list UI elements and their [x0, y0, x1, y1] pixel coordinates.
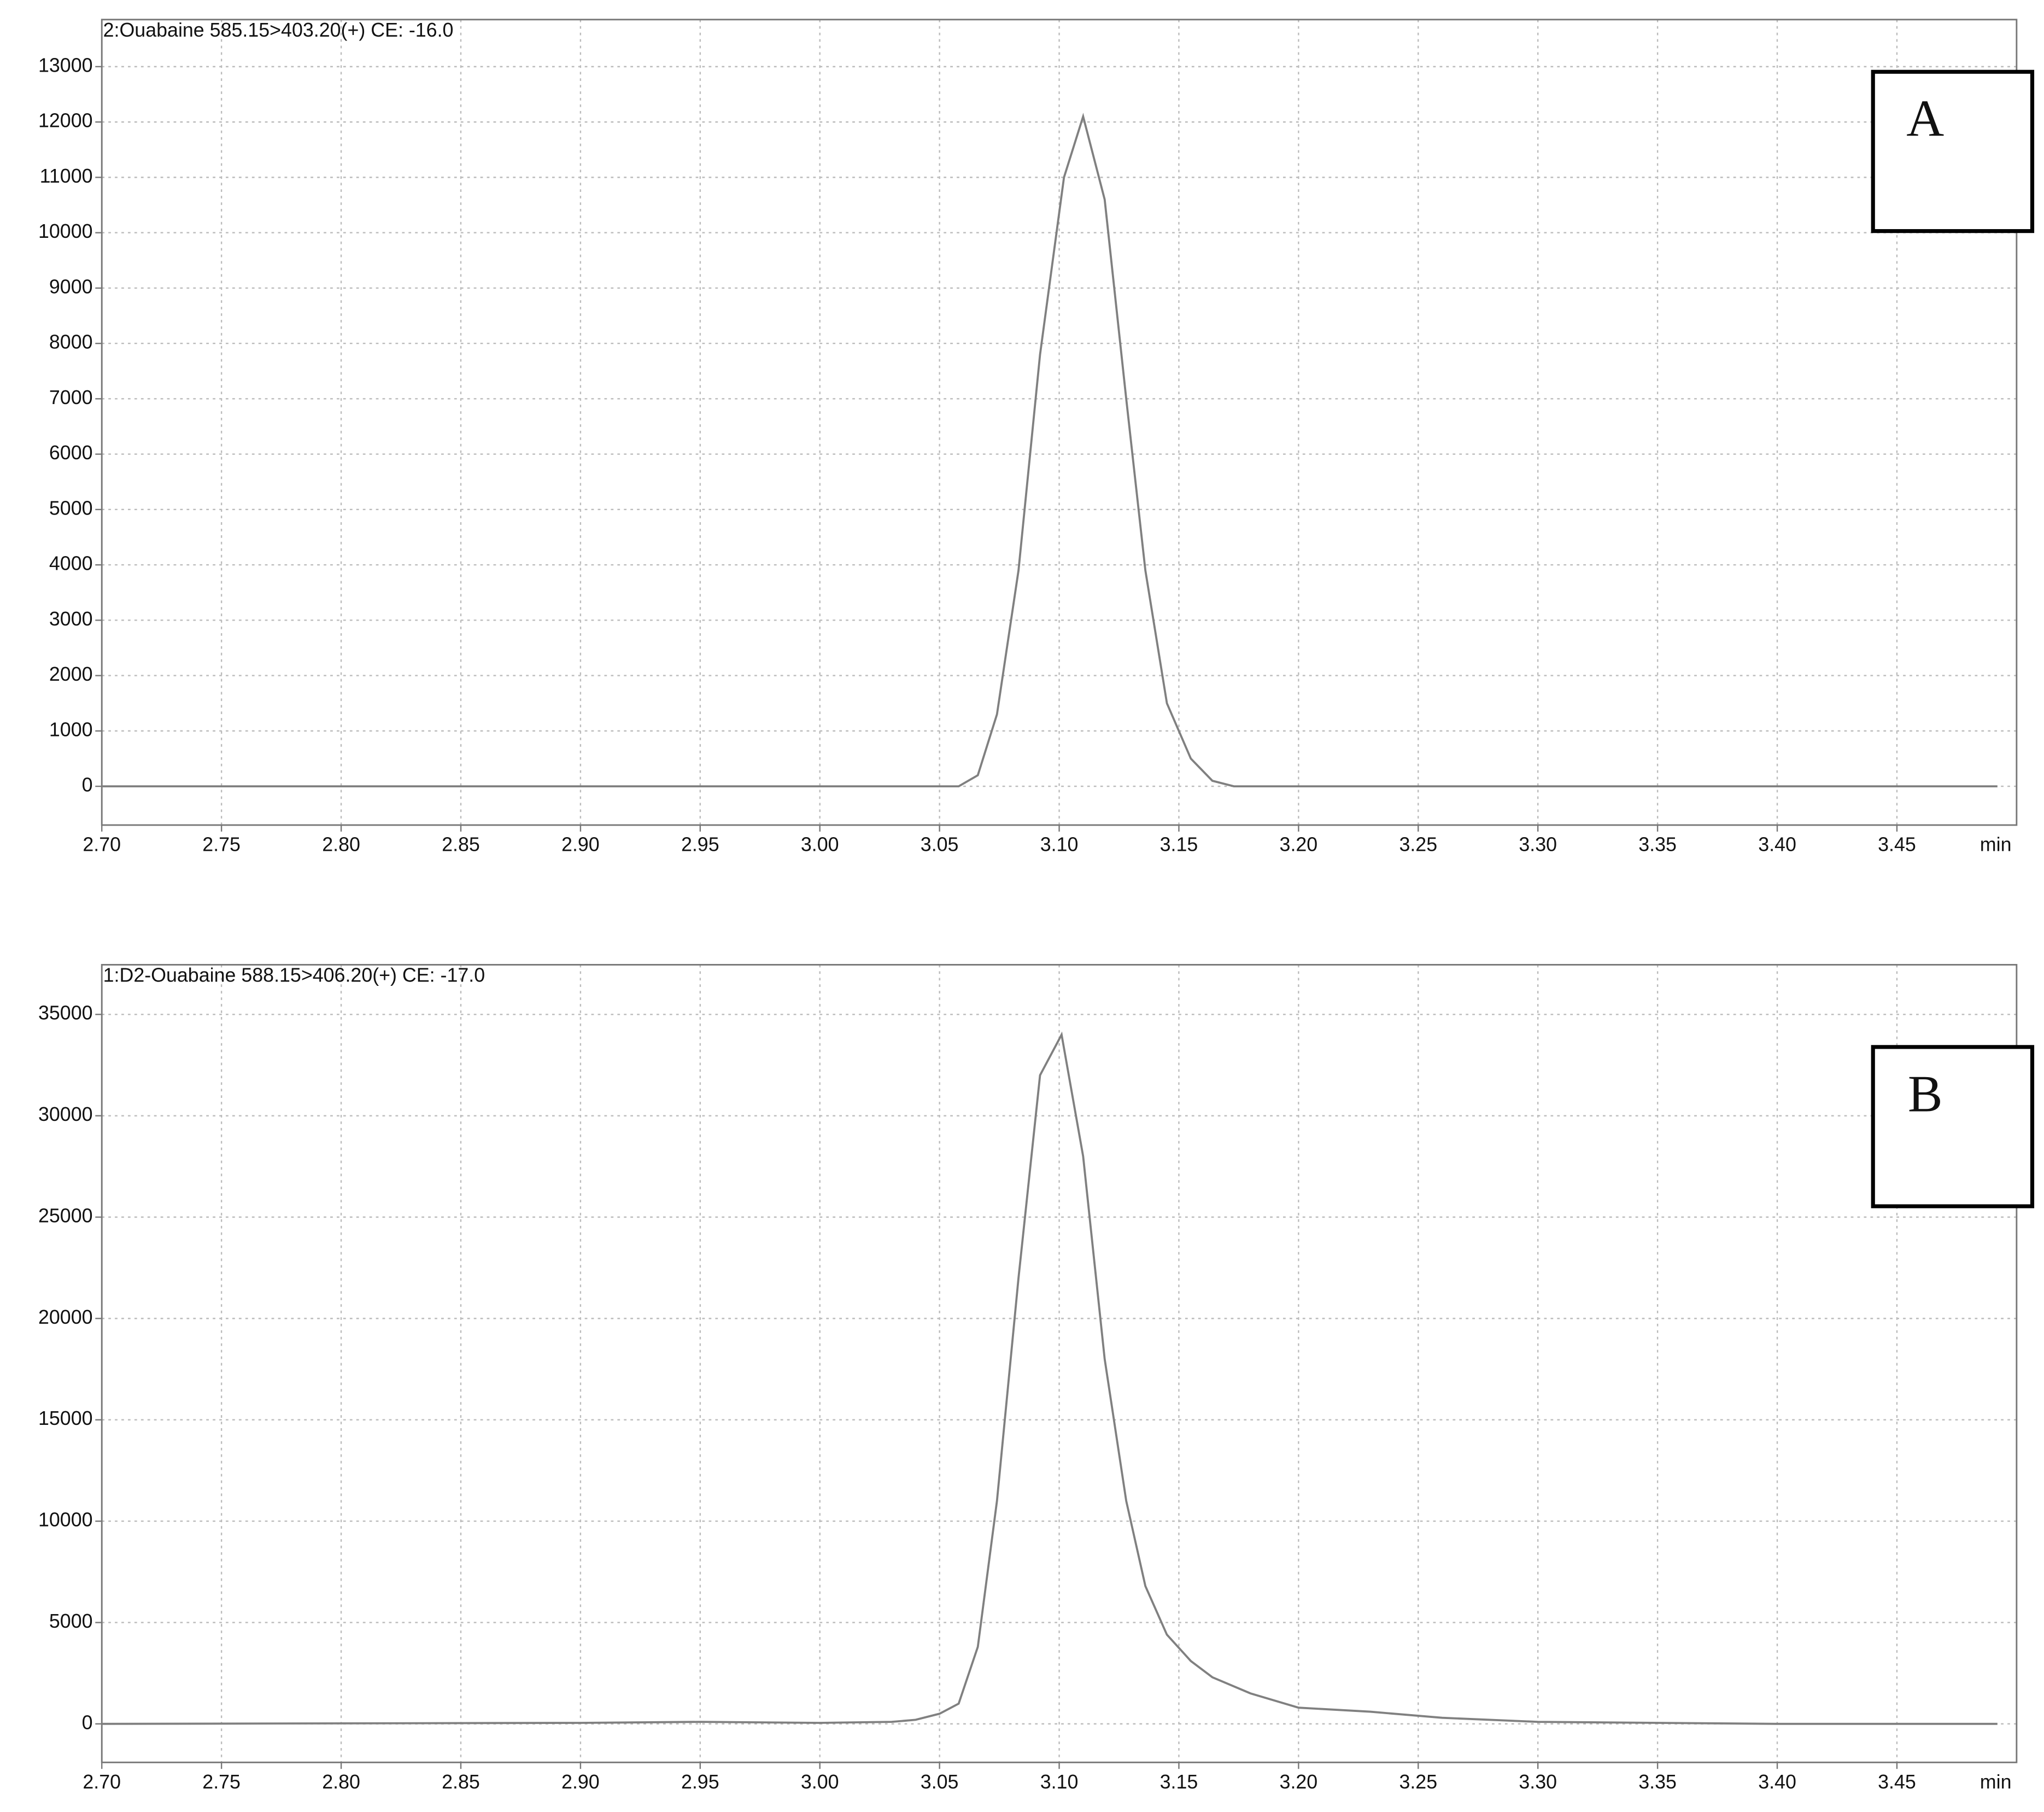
x-axis-label: min [1980, 1771, 2012, 1793]
y-tick-label: 15000 [38, 1407, 93, 1429]
x-tick-label: 2.70 [83, 834, 121, 856]
x-tick-label: 2.90 [561, 1771, 600, 1793]
x-tick-label: 3.25 [1399, 834, 1437, 856]
x-tick-label: 3.05 [921, 834, 959, 856]
chart-title: 1:D2-Ouabaine 588.15>406.20(+) CE: -17.0 [103, 964, 485, 986]
annotation-label: A [1906, 90, 1944, 148]
x-tick-label: 3.00 [801, 834, 839, 856]
plot-frame [101, 964, 2018, 1763]
x-axis-label: min [1980, 834, 2012, 856]
y-tick-label: 0 [82, 1711, 93, 1733]
y-tick-label: 0 [82, 774, 93, 796]
y-tick-label: 6000 [49, 442, 93, 464]
x-tick-label: 2.85 [442, 834, 480, 856]
x-tick-label: 3.20 [1280, 834, 1318, 856]
data-line [102, 113, 1998, 788]
y-tick-label: 25000 [38, 1205, 93, 1226]
x-tick-label: 3.20 [1280, 1771, 1318, 1793]
y-tick-label: 13000 [38, 54, 93, 76]
x-tick-label: 3.45 [1878, 834, 1916, 856]
plot-frame [101, 19, 2018, 826]
y-tick-label: 7000 [49, 387, 93, 408]
y-tick-label: 10000 [38, 220, 93, 242]
x-tick-label: 3.05 [921, 1771, 959, 1793]
x-tick-label: 3.35 [1638, 834, 1677, 856]
x-tick-label: 3.30 [1519, 1771, 1557, 1793]
x-tick-label: 3.40 [1758, 1771, 1796, 1793]
x-tick-label: 2.80 [322, 834, 360, 856]
y-tick-label: 9000 [49, 276, 93, 297]
x-tick-label: 2.90 [561, 834, 600, 856]
x-tick-label: 2.75 [202, 834, 241, 856]
x-tick-label: 2.85 [442, 1771, 480, 1793]
x-tick-label: 3.45 [1878, 1771, 1916, 1793]
annotation-box [1871, 69, 2035, 233]
x-tick-label: 3.00 [801, 1771, 839, 1793]
y-tick-label: 3000 [49, 608, 93, 630]
y-tick-label: 35000 [38, 1002, 93, 1024]
y-tick-label: 20000 [38, 1306, 93, 1328]
x-tick-label: 2.95 [681, 1771, 719, 1793]
x-tick-label: 3.30 [1519, 834, 1557, 856]
x-tick-label: 2.95 [681, 834, 719, 856]
y-tick-label: 5000 [49, 497, 93, 519]
annotation-label: B [1908, 1065, 1943, 1123]
x-tick-label: 2.75 [202, 1771, 241, 1793]
x-tick-label: 3.10 [1040, 834, 1079, 856]
x-tick-label: 3.40 [1758, 834, 1796, 856]
y-tick-label: 1000 [49, 718, 93, 740]
annotation-box [1871, 1045, 2035, 1208]
y-tick-label: 10000 [38, 1509, 93, 1531]
x-tick-label: 3.25 [1399, 1771, 1437, 1793]
x-tick-label: 3.15 [1160, 834, 1198, 856]
x-tick-label: 3.10 [1040, 1771, 1079, 1793]
y-tick-label: 2000 [49, 663, 93, 685]
y-tick-label: 12000 [38, 110, 93, 132]
data-line [102, 1031, 1998, 1725]
x-tick-label: 3.35 [1638, 1771, 1677, 1793]
x-tick-label: 3.15 [1160, 1771, 1198, 1793]
y-tick-label: 4000 [49, 553, 93, 575]
x-tick-label: 2.80 [322, 1771, 360, 1793]
y-tick-label: 11000 [40, 165, 93, 187]
y-tick-label: 8000 [49, 331, 93, 353]
chart-title: 2:Ouabaine 585.15>403.20(+) CE: -16.0 [103, 19, 454, 41]
x-tick-label: 2.70 [83, 1771, 121, 1793]
y-tick-label: 30000 [38, 1103, 93, 1125]
y-tick-label: 5000 [49, 1610, 93, 1632]
